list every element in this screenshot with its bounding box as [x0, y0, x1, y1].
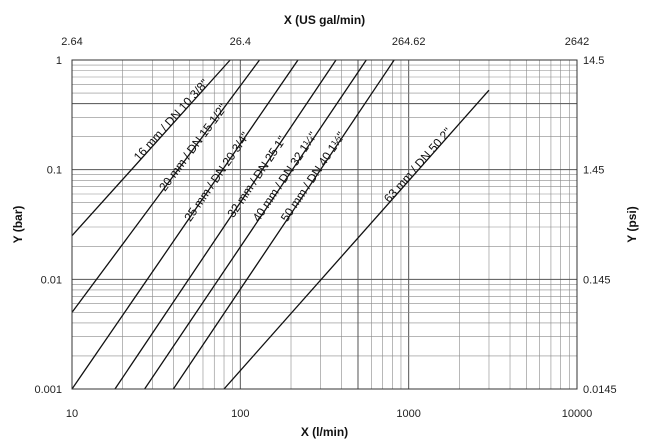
y-tick-label: 0.1 [47, 165, 62, 177]
top-tick-label: 26.4 [230, 36, 251, 48]
top-axis-title: X (US gal/min) [284, 13, 365, 27]
series-line [71, 59, 261, 313]
series-lines [71, 59, 490, 390]
y-tick-label: 0.01 [41, 274, 62, 286]
x-tick-label: 100 [231, 408, 249, 420]
right-tick-label: 14.5 [583, 55, 604, 67]
series-line [114, 59, 337, 390]
right-axis-title: Y (psi) [625, 206, 639, 242]
right-tick-label: 1.45 [583, 165, 604, 177]
right-tick-label: 0.0145 [583, 384, 617, 396]
series-line [172, 59, 395, 390]
x-tick-label: 10 [66, 408, 78, 420]
y-axis-title: Y (bar) [11, 206, 25, 244]
top-tick-label: 2642 [565, 36, 589, 48]
y-tick-label: 0.001 [34, 384, 62, 396]
grid [71, 60, 577, 390]
plot-frame [71, 59, 578, 390]
x-axis-title: X (l/min) [301, 425, 348, 439]
y-tick-label: 1 [56, 55, 62, 67]
series-line [223, 89, 490, 390]
tick-labels: 10 100 1000 10000 2.64 26.4 264.62 2642 1 0.1 0.01… [34, 36, 616, 420]
series-labels: 16 mm / DN 10 3/8"20 mm / DN 15 1/2"25 m… [131, 76, 455, 224]
series-line [71, 59, 299, 390]
series-line [144, 59, 367, 390]
series-line [71, 59, 231, 237]
top-tick-label: 2.64 [61, 36, 82, 48]
right-tick-label: 0.145 [583, 274, 611, 286]
x-tick-label: 10000 [562, 408, 593, 420]
top-tick-label: 264.62 [392, 36, 426, 48]
x-tick-label: 1000 [396, 408, 420, 420]
